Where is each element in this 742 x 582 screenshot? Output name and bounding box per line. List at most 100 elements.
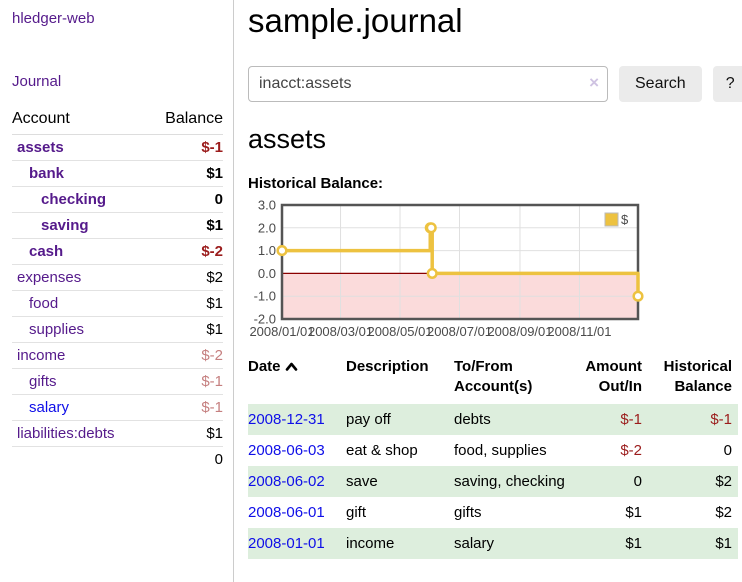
sidebar-account-link[interactable]: assets <box>17 139 64 156</box>
sidebar-account-balance: $1 <box>146 316 223 343</box>
x-tick-label: 2008/05/01 <box>367 324 432 339</box>
sidebar-account-link[interactable]: checking <box>41 191 107 208</box>
sidebar-account-link[interactable]: saving <box>41 217 89 234</box>
transaction-amount: $1 <box>625 534 642 552</box>
sidebar-account-link[interactable]: cash <box>29 243 64 260</box>
brand-link[interactable]: hledger-web <box>12 10 95 27</box>
y-tick-label: 0.0 <box>258 266 276 281</box>
sidebar-account-row: gifts $-1 <box>12 368 223 395</box>
accounts-column-header: To/From Account(s) <box>454 358 533 396</box>
help-button[interactable]: ? <box>712 66 742 102</box>
data-point-marker <box>632 290 644 302</box>
sidebar-account-row: checking 0 <box>12 186 223 213</box>
sidebar-account-balance: $1 <box>146 212 223 239</box>
sidebar-account-balance: $1 <box>146 160 223 187</box>
transaction-date-link[interactable]: 2008-06-02 <box>248 472 325 490</box>
x-tick-label: 2008/01/01 <box>249 324 314 339</box>
account-column-header: Account <box>12 106 147 135</box>
sidebar-account-balance: $1 <box>146 290 223 317</box>
sidebar-account-balance: $1 <box>146 420 223 447</box>
transaction-amount: $-1 <box>620 410 642 428</box>
amount-column-header: Amount Out/In <box>585 358 642 396</box>
transaction-description: eat & shop <box>346 441 418 459</box>
search-form: × Search ? <box>248 66 742 102</box>
sidebar-account-row: saving $1 <box>12 212 223 239</box>
chart-title: Historical Balance: <box>248 175 384 192</box>
transaction-accounts: saving, checking <box>454 472 565 490</box>
balance-column-header-register: Historical Balance <box>663 358 732 396</box>
y-tick-label: 3.0 <box>258 198 276 213</box>
description-column-header: Description <box>346 358 429 375</box>
transaction-accounts: food, supplies <box>454 441 547 459</box>
transaction-balance: $2 <box>715 472 732 490</box>
sidebar-account-balance: $2 <box>146 264 223 291</box>
sidebar-account-link[interactable]: expenses <box>17 269 82 286</box>
register-header-row: Date Description To/From Account(s) Amou… <box>248 354 738 404</box>
sidebar-account-balance: $-1 <box>146 394 223 421</box>
chart-border <box>280 203 640 321</box>
transaction-date-link[interactable]: 2008-06-01 <box>248 503 325 521</box>
sidebar-total-row: 0 <box>12 446 223 472</box>
historical-balance-chart[interactable]: $3.0 2.0 1.0 0.0 -1.0 -2.0 2008/01/01 2008/03/0… <box>248 198 650 342</box>
transaction-amount: $1 <box>625 503 642 521</box>
sidebar-account-row: liabilities:debts $1 <box>12 420 223 447</box>
transaction-date-link[interactable]: 2008-12-31 <box>248 410 325 428</box>
clear-search-icon[interactable]: × <box>589 73 599 92</box>
search-box: × <box>248 66 608 102</box>
sidebar-account-link[interactable]: gifts <box>29 373 57 390</box>
sidebar-account-row: expenses $2 <box>12 264 223 291</box>
register-row: 2008-01-01 income salary $1 $1 <box>248 527 738 559</box>
transaction-accounts: gifts <box>454 503 482 521</box>
transaction-amount: $-2 <box>620 441 642 459</box>
sort-ascending-icon <box>285 362 297 371</box>
transaction-description: save <box>346 472 378 490</box>
search-button[interactable]: Search <box>619 66 702 102</box>
main-content: sample.journal × Search ? assets Histori… <box>234 0 742 582</box>
nav-journal-link[interactable]: Journal <box>12 73 62 90</box>
transaction-accounts: debts <box>454 410 491 428</box>
data-point-marker <box>426 267 438 279</box>
sidebar-account-row: income $-2 <box>12 342 223 369</box>
transaction-description: pay off <box>346 410 391 428</box>
sidebar-account-link[interactable]: income <box>17 347 66 364</box>
data-point-marker <box>276 245 288 257</box>
sidebar-account-link[interactable]: salary <box>29 399 70 416</box>
data-point-marker <box>425 222 437 234</box>
x-tick-label: 2008/11/01 <box>547 324 611 339</box>
transaction-description: income <box>346 534 395 552</box>
y-tick-label: -2.0 <box>254 312 276 327</box>
register-row: 2008-06-02 save saving, checking 0 $2 <box>248 465 738 497</box>
register-table: Date Description To/From Account(s) Amou… <box>248 354 738 559</box>
transaction-balance: 0 <box>723 441 732 459</box>
sidebar-account-balance: $-2 <box>146 342 223 369</box>
transaction-balance: $-1 <box>710 410 732 428</box>
sidebar-account-link[interactable]: food <box>29 295 59 312</box>
page-title: sample.journal <box>248 2 463 39</box>
date-column-header[interactable]: Date <box>248 354 346 404</box>
legend-label: $ <box>621 212 629 227</box>
register-row: 2008-12-31 pay off debts $-1 $-1 <box>248 403 738 435</box>
y-tick-label: 1.0 <box>258 243 276 258</box>
sidebar-account-balance: $-1 <box>146 368 223 395</box>
sidebar-account-balance: $-1 <box>146 134 223 161</box>
sidebar-account-balance: $-2 <box>146 238 223 265</box>
register-row: 2008-06-01 gift gifts $1 $2 <box>248 497 738 528</box>
transaction-accounts: salary <box>454 534 495 552</box>
balance-column-header: Balance <box>146 106 223 135</box>
sidebar-account-link[interactable]: supplies <box>29 321 85 338</box>
sidebar-account-balance: 0 <box>146 186 223 213</box>
x-tick-label: 2008/03/01 <box>308 324 373 339</box>
y-tick-label: -1.0 <box>254 289 276 304</box>
transaction-balance: $2 <box>715 503 732 521</box>
sidebar-account-link[interactable]: bank <box>29 165 65 182</box>
transaction-date-link[interactable]: 2008-06-03 <box>248 441 325 459</box>
transaction-date-link[interactable]: 2008-01-01 <box>248 534 325 552</box>
search-input[interactable] <box>248 66 608 102</box>
legend-swatch <box>604 212 619 227</box>
account-balances-table: Account Balance assets $-1 bank $1 check… <box>12 106 223 472</box>
y-tick-label: 2.0 <box>258 220 276 235</box>
sidebar-account-link[interactable]: liabilities:debts <box>17 425 115 442</box>
sidebar: hledger-web Journal Account Balance asse… <box>0 0 234 582</box>
transaction-description: gift <box>346 503 367 521</box>
